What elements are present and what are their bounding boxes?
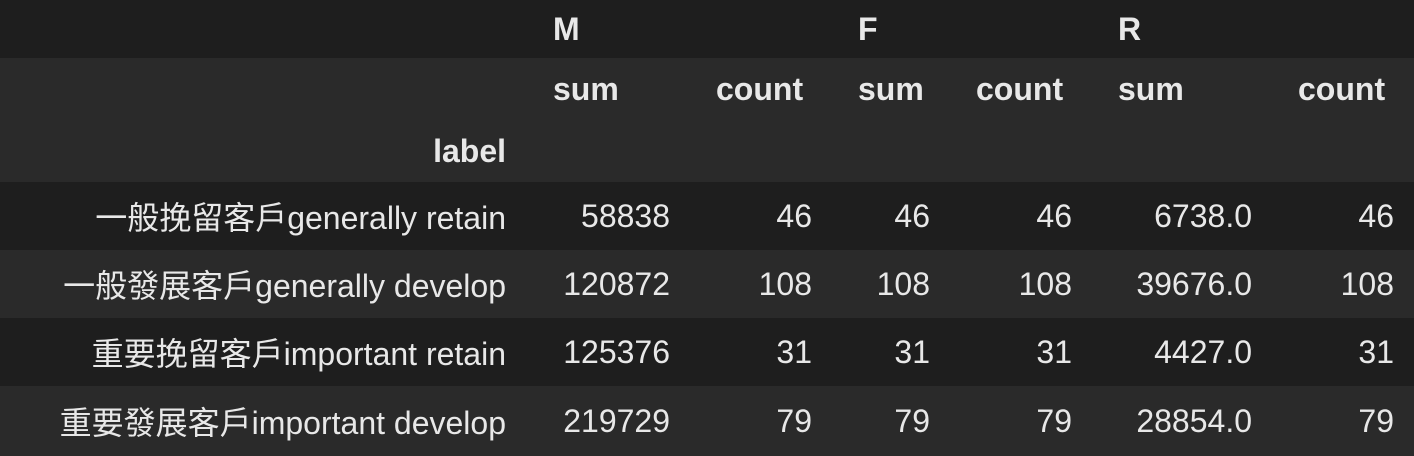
- cell-f-count: 108: [1018, 265, 1072, 302]
- col-header-f-sum: sum: [858, 71, 924, 107]
- col-group-m: M: [553, 10, 580, 47]
- header-row-groups: M F R: [0, 0, 1414, 58]
- col-header-m-count: count: [716, 71, 804, 107]
- cell-r-sum: 4427.0: [1154, 333, 1252, 370]
- cell-f-count: 79: [1036, 402, 1072, 439]
- header-row-aggregations: sum count sum count sum count: [0, 58, 1414, 121]
- cell-f-sum: 79: [894, 402, 930, 439]
- cell-f-sum: 31: [894, 333, 930, 370]
- row-label: 重要發展客戶important develop: [59, 405, 506, 441]
- cell-r-count: 46: [1358, 197, 1394, 234]
- col-group-f: F: [858, 10, 878, 47]
- row-label: 一般發展客戶generally develop: [63, 268, 506, 304]
- col-header-r-count: count: [1298, 71, 1386, 107]
- cell-r-count: 79: [1358, 402, 1394, 439]
- cell-m-count: 46: [776, 197, 812, 234]
- col-header-r-sum: sum: [1118, 71, 1184, 107]
- cell-f-sum: 108: [876, 265, 930, 302]
- header-row-index-name: label: [0, 121, 1414, 182]
- cell-r-count: 31: [1358, 333, 1394, 370]
- row-label: 重要挽留客戶important retain: [91, 336, 506, 372]
- col-header-f-count: count: [976, 71, 1064, 107]
- cell-m-sum: 58838: [581, 197, 670, 234]
- col-header-m-sum: sum: [553, 71, 619, 107]
- row-label: 一般挽留客戶generally retain: [95, 200, 506, 236]
- cell-r-sum: 28854.0: [1136, 402, 1252, 439]
- cell-m-sum: 125376: [563, 333, 670, 370]
- cell-r-sum: 6738.0: [1154, 197, 1252, 234]
- cell-r-sum: 39676.0: [1136, 265, 1252, 302]
- cell-r-count: 108: [1340, 265, 1394, 302]
- cell-m-count: 108: [758, 265, 812, 302]
- table-row: 一般挽留客戶generally retain 58838 46 46 46 67…: [0, 182, 1414, 250]
- cell-f-sum: 46: [894, 197, 930, 234]
- cell-m-count: 31: [776, 333, 812, 370]
- col-group-r: R: [1118, 10, 1142, 47]
- cell-m-sum: 120872: [563, 265, 670, 302]
- cell-m-count: 79: [776, 402, 812, 439]
- cell-f-count: 31: [1036, 333, 1072, 370]
- index-name-label: label: [433, 133, 506, 169]
- cell-f-count: 46: [1036, 197, 1072, 234]
- table-row: 一般發展客戶generally develop 120872 108 108 1…: [0, 250, 1414, 318]
- table-row: 重要挽留客戶important retain 125376 31 31 31 4…: [0, 318, 1414, 386]
- cell-m-sum: 219729: [563, 402, 670, 439]
- table-row: 重要發展客戶important develop 219729 79 79 79 …: [0, 386, 1414, 456]
